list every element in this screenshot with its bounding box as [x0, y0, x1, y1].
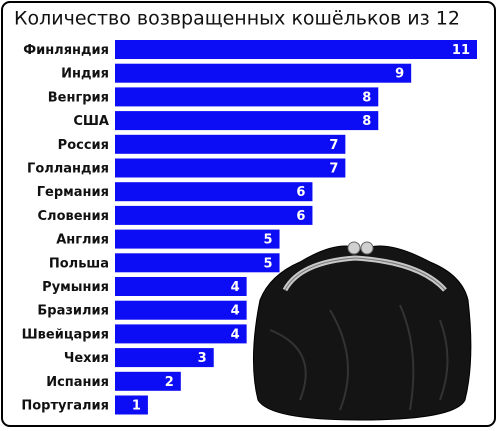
- category-label: Словения: [38, 209, 109, 224]
- category-label: Германия: [37, 185, 109, 200]
- value-label: 4: [231, 280, 240, 295]
- bar: [115, 277, 247, 296]
- category-label: Голландия: [27, 162, 109, 177]
- value-label: 8: [362, 90, 371, 105]
- value-label: 4: [231, 304, 240, 319]
- category-label: Чехия: [64, 351, 109, 366]
- value-label: 5: [263, 233, 272, 248]
- value-label: 6: [296, 185, 305, 200]
- value-label: 4: [231, 327, 240, 342]
- value-label: 1: [132, 399, 141, 414]
- bar: [115, 253, 280, 273]
- chart-title: Количество возвращенных кошёльков из 12: [14, 8, 460, 30]
- bar: [115, 395, 148, 415]
- category-label: Финляндия: [23, 43, 109, 58]
- category-label: Индия: [61, 67, 109, 82]
- bar: [115, 134, 346, 154]
- category-label: Португалия: [21, 399, 109, 414]
- value-label: 3: [198, 351, 207, 366]
- bar: [115, 182, 313, 202]
- bar: [115, 348, 214, 368]
- category-label: Швейцария: [22, 327, 109, 342]
- bar: [115, 205, 313, 225]
- value-label: 9: [395, 67, 404, 82]
- value-label: 5: [263, 256, 272, 271]
- bar: [115, 229, 280, 249]
- category-label: Россия: [58, 138, 109, 153]
- category-label: США: [73, 114, 109, 129]
- bar: [115, 111, 379, 131]
- bar: [115, 324, 247, 344]
- value-label: 7: [329, 162, 338, 177]
- category-label: Польша: [49, 256, 109, 271]
- category-label: Испания: [46, 375, 109, 390]
- bar: [115, 371, 181, 391]
- bar: [115, 87, 379, 107]
- value-label: 2: [165, 375, 174, 390]
- wallet-image: [252, 241, 472, 421]
- category-label: Венгрия: [48, 90, 109, 105]
- value-label: 7: [329, 138, 338, 153]
- bars: Финляндия 11 Индия 9 Венгрия 8 США 8 Россия 7 Голл…: [21, 40, 477, 415]
- value-label: 6: [296, 209, 305, 224]
- value-label: 8: [362, 114, 371, 129]
- bar: [115, 63, 412, 83]
- bar: [115, 300, 247, 320]
- bar: [115, 40, 477, 59]
- category-label: Бразилия: [37, 304, 109, 319]
- bar: [115, 158, 346, 178]
- value-label: 11: [452, 43, 470, 58]
- category-label: Англия: [56, 233, 109, 248]
- category-label: Румыния: [42, 280, 109, 295]
